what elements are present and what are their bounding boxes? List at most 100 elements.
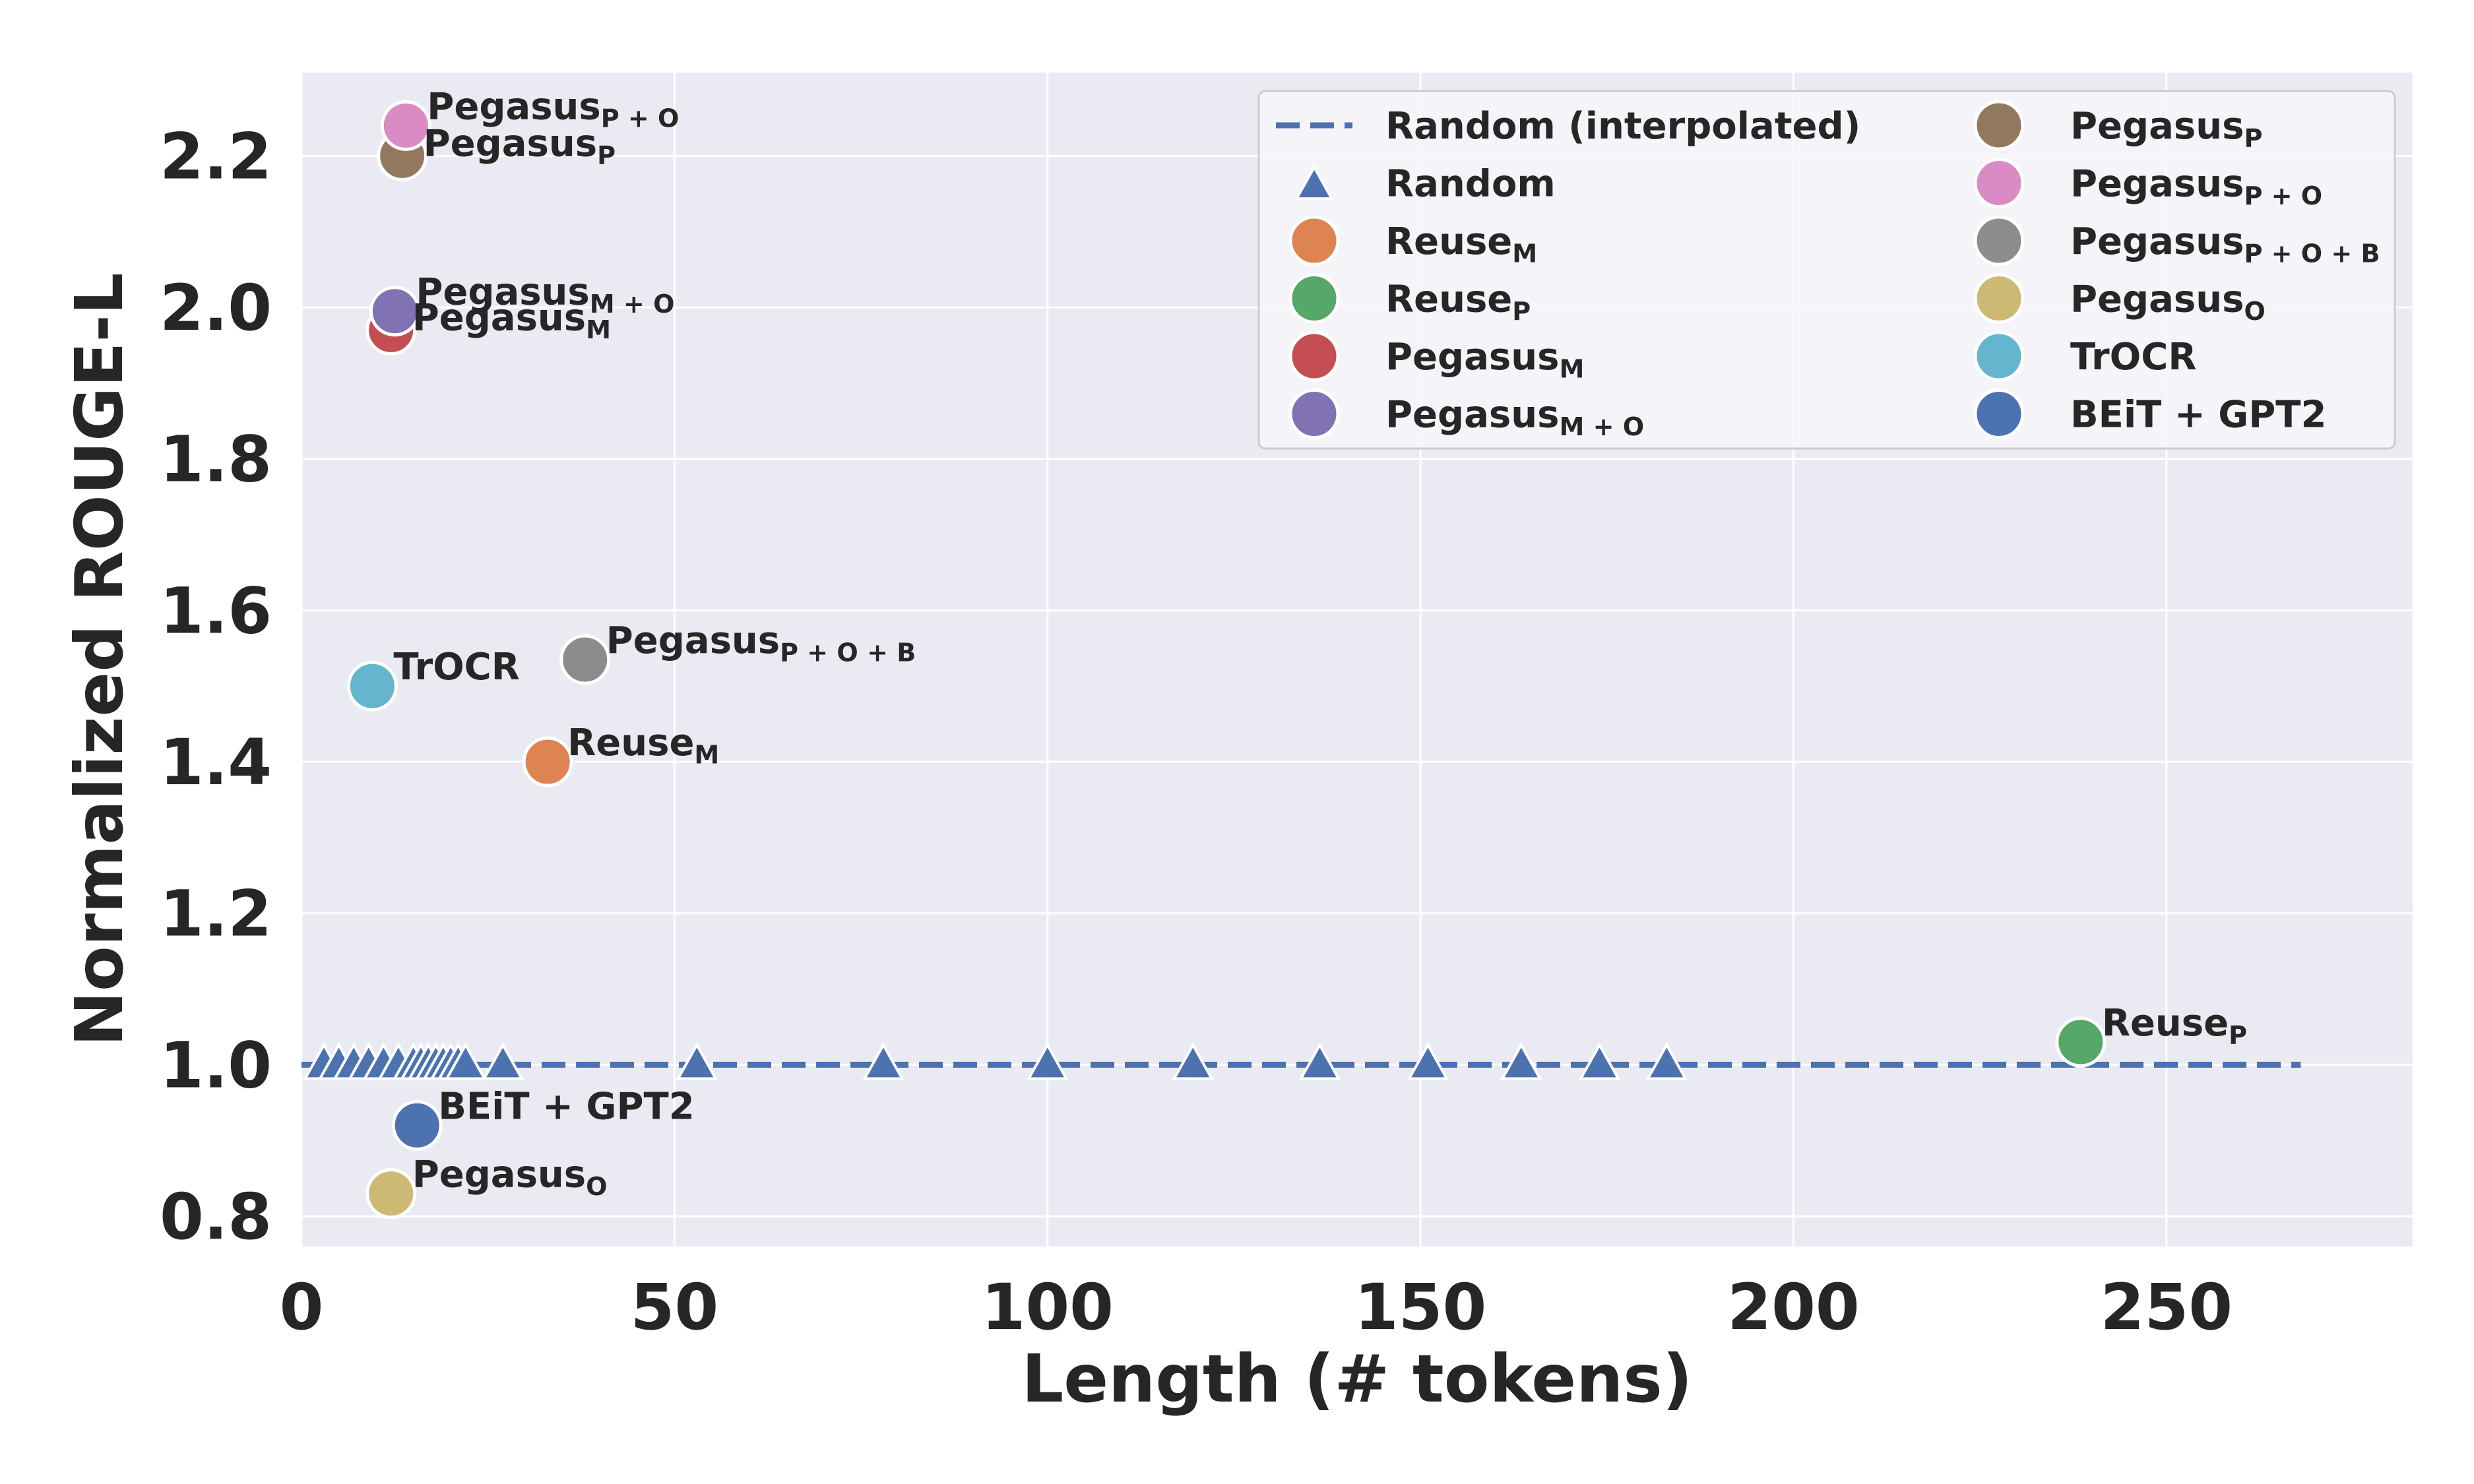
point-pegasus-o	[365, 1168, 417, 1220]
legend-label-pegasus-m-o-subscript: M + O	[1559, 412, 1644, 441]
legend-label-beit-gpt2-base: BEiT + GPT2	[2070, 394, 2326, 437]
legend-marker-pegasus-m	[1288, 330, 1340, 382]
label-pegasus-p: PegasusP	[424, 122, 616, 170]
legend-label-pegasus-p-o-base: Pegasus	[2070, 163, 2244, 206]
random-point	[444, 1042, 487, 1080]
label-beit-gpt2: BEiT + GPT2	[438, 1085, 694, 1128]
x-tick-label: 250	[2101, 1270, 2233, 1344]
legend: Random (interpolated)RandomReuseMReusePP…	[1257, 90, 2396, 450]
y-tick-label: 1.0	[160, 1028, 272, 1102]
label-trocr-base: TrOCR	[393, 646, 520, 689]
x-tick-label: 200	[1727, 1270, 1859, 1344]
point-trocr	[346, 660, 398, 712]
point-reuse-p	[2055, 1016, 2107, 1068]
legend-label-random-interpolated-base: Random (interpolated)	[1385, 105, 1860, 148]
random-point	[676, 1042, 718, 1080]
legend-label-pegasus-o-subscript: O	[2244, 297, 2265, 326]
random-series	[303, 1042, 1688, 1080]
label-pegasus-mo: PegasusM + O	[416, 271, 674, 319]
legend-label-pegasus-m-o-base: Pegasus	[1385, 394, 1559, 437]
legend-label-pegasus-p-base: Pegasus	[2070, 105, 2244, 148]
legend-label-random: Random	[1385, 163, 1556, 206]
legend-label-reuse-m-base: Reuse	[1385, 220, 1512, 263]
label-pegasus-p-base: Pegasus	[424, 122, 597, 165]
legend-marker-pegasus-p	[1973, 100, 2025, 151]
legend-label-reuse-p: ReuseP	[1385, 278, 1531, 326]
x-tick-label: 50	[631, 1270, 719, 1344]
y-tick-label: 1.2	[160, 877, 272, 951]
legend-label-pegasus-p-o-b-base: Pegasus	[2070, 220, 2244, 263]
label-reuse-p-base: Reuse	[2102, 1002, 2229, 1045]
legend-label-reuse-p-subscript: P	[1512, 297, 1531, 326]
legend-label-reuse-m: ReuseM	[1385, 220, 1537, 268]
label-pegasus-o-base: Pegasus	[412, 1154, 586, 1196]
y-tick-label: 0.8	[160, 1180, 272, 1254]
label-pegasus-po: PegasusP + O	[427, 85, 679, 133]
legend-marker-trocr	[1973, 330, 2025, 382]
legend-label-reuse-p-base: Reuse	[1385, 278, 1512, 321]
random-point	[1407, 1042, 1449, 1080]
legend-box	[1257, 90, 2396, 450]
y-tick-label: 1.6	[160, 574, 272, 648]
legend-label-pegasus-p-o-subscript: P + O	[2244, 181, 2322, 210]
legend-marker-reuse-p	[1288, 273, 1340, 324]
label-trocr: TrOCR	[393, 646, 520, 689]
x-tick-label: 150	[1354, 1270, 1486, 1344]
label-reuse-m: ReuseM	[567, 722, 719, 769]
label-pegasus-o: PegasusO	[412, 1154, 608, 1201]
label-pegasus-pob-base: Pegasus	[606, 619, 780, 662]
legend-label-trocr-base: TrOCR	[2070, 336, 2197, 379]
legend-label-reuse-m-subscript: M	[1512, 239, 1537, 268]
point-pegasus-pob	[559, 634, 611, 685]
y-tick-label: 2.0	[160, 271, 272, 345]
x-axis-ticks: 0 50 100 150 200 250	[280, 1270, 2233, 1344]
label-pegasus-mo-base: Pegasus	[416, 271, 589, 314]
legend-label-random-interpolated: Random (interpolated)	[1385, 105, 1860, 148]
point-reuse-m	[522, 736, 573, 788]
label-reuse-p-subscript: P	[2229, 1020, 2247, 1049]
label-beit-gpt2-base: BEiT + GPT2	[438, 1085, 694, 1128]
random-point	[1645, 1042, 1688, 1080]
label-pegasus-pob-subscript: P + O + B	[780, 638, 916, 667]
random-point	[1026, 1042, 1069, 1080]
y-axis-title: Normalized ROUGE-L	[61, 272, 138, 1046]
legend-label-pegasus-m-base: Pegasus	[1385, 336, 1559, 379]
legend-label-pegasus-p-o: PegasusP + O	[2070, 163, 2322, 210]
x-tick-label: 100	[982, 1270, 1114, 1344]
legend-label-beit-gpt2: BEiT + GPT2	[2070, 394, 2326, 437]
legend-label-pegasus-m-o: PegasusM + O	[1385, 394, 1644, 441]
random-point	[1298, 1042, 1341, 1080]
point-pegasus-mo	[369, 286, 420, 337]
legend-marker-pegasus-p-o-b	[1973, 215, 2025, 266]
label-pegasus-p-subscript: P	[597, 141, 616, 170]
label-pegasus-m-subscript: M	[586, 315, 611, 344]
y-axis-ticks: 0.8 1.0 1.2 1.4 1.6 1.8 2.0 2.2	[160, 119, 272, 1254]
random-point	[862, 1042, 904, 1080]
point-pegasus-po	[380, 100, 431, 151]
legend-label-pegasus-p-subscript: P	[2244, 123, 2262, 152]
random-point	[1578, 1042, 1621, 1080]
y-tick-label: 1.8	[160, 423, 272, 497]
label-reuse-m-base: Reuse	[567, 722, 694, 764]
legend-label-pegasus-m: PegasusM	[1385, 336, 1584, 383]
legend-label-trocr: TrOCR	[2070, 336, 2197, 379]
label-reuse-p: ReuseP	[2102, 1002, 2247, 1049]
x-axis-title: Length (# tokens)	[1022, 1340, 1693, 1417]
legend-marker-pegasus-o	[1973, 273, 2025, 324]
label-pegasus-o-subscript: O	[586, 1172, 607, 1201]
y-tick-label: 1.4	[160, 726, 272, 799]
legend-label-pegasus-p-o-b-subscript: P + O + B	[2244, 239, 2380, 268]
legend-marker-beit-gpt2	[1973, 388, 2025, 439]
label-reuse-m-subscript: M	[694, 740, 719, 769]
model-points	[346, 100, 2107, 1220]
label-pegasus-po-subscript: P + O	[601, 104, 680, 133]
legend-label-pegasus-m-subscript: M	[1559, 354, 1584, 383]
label-pegasus-mo-subscript: M + O	[590, 290, 675, 319]
label-pegasus-m-base: Pegasus	[412, 296, 586, 339]
legend-label-pegasus-o-base: Pegasus	[2070, 278, 2244, 321]
random-point	[1172, 1042, 1215, 1080]
legend-label-pegasus-o: PegasusO	[2070, 278, 2266, 326]
y-tick-label: 2.2	[160, 119, 272, 193]
label-pegasus-pob: PegasusP + O + B	[606, 619, 916, 667]
